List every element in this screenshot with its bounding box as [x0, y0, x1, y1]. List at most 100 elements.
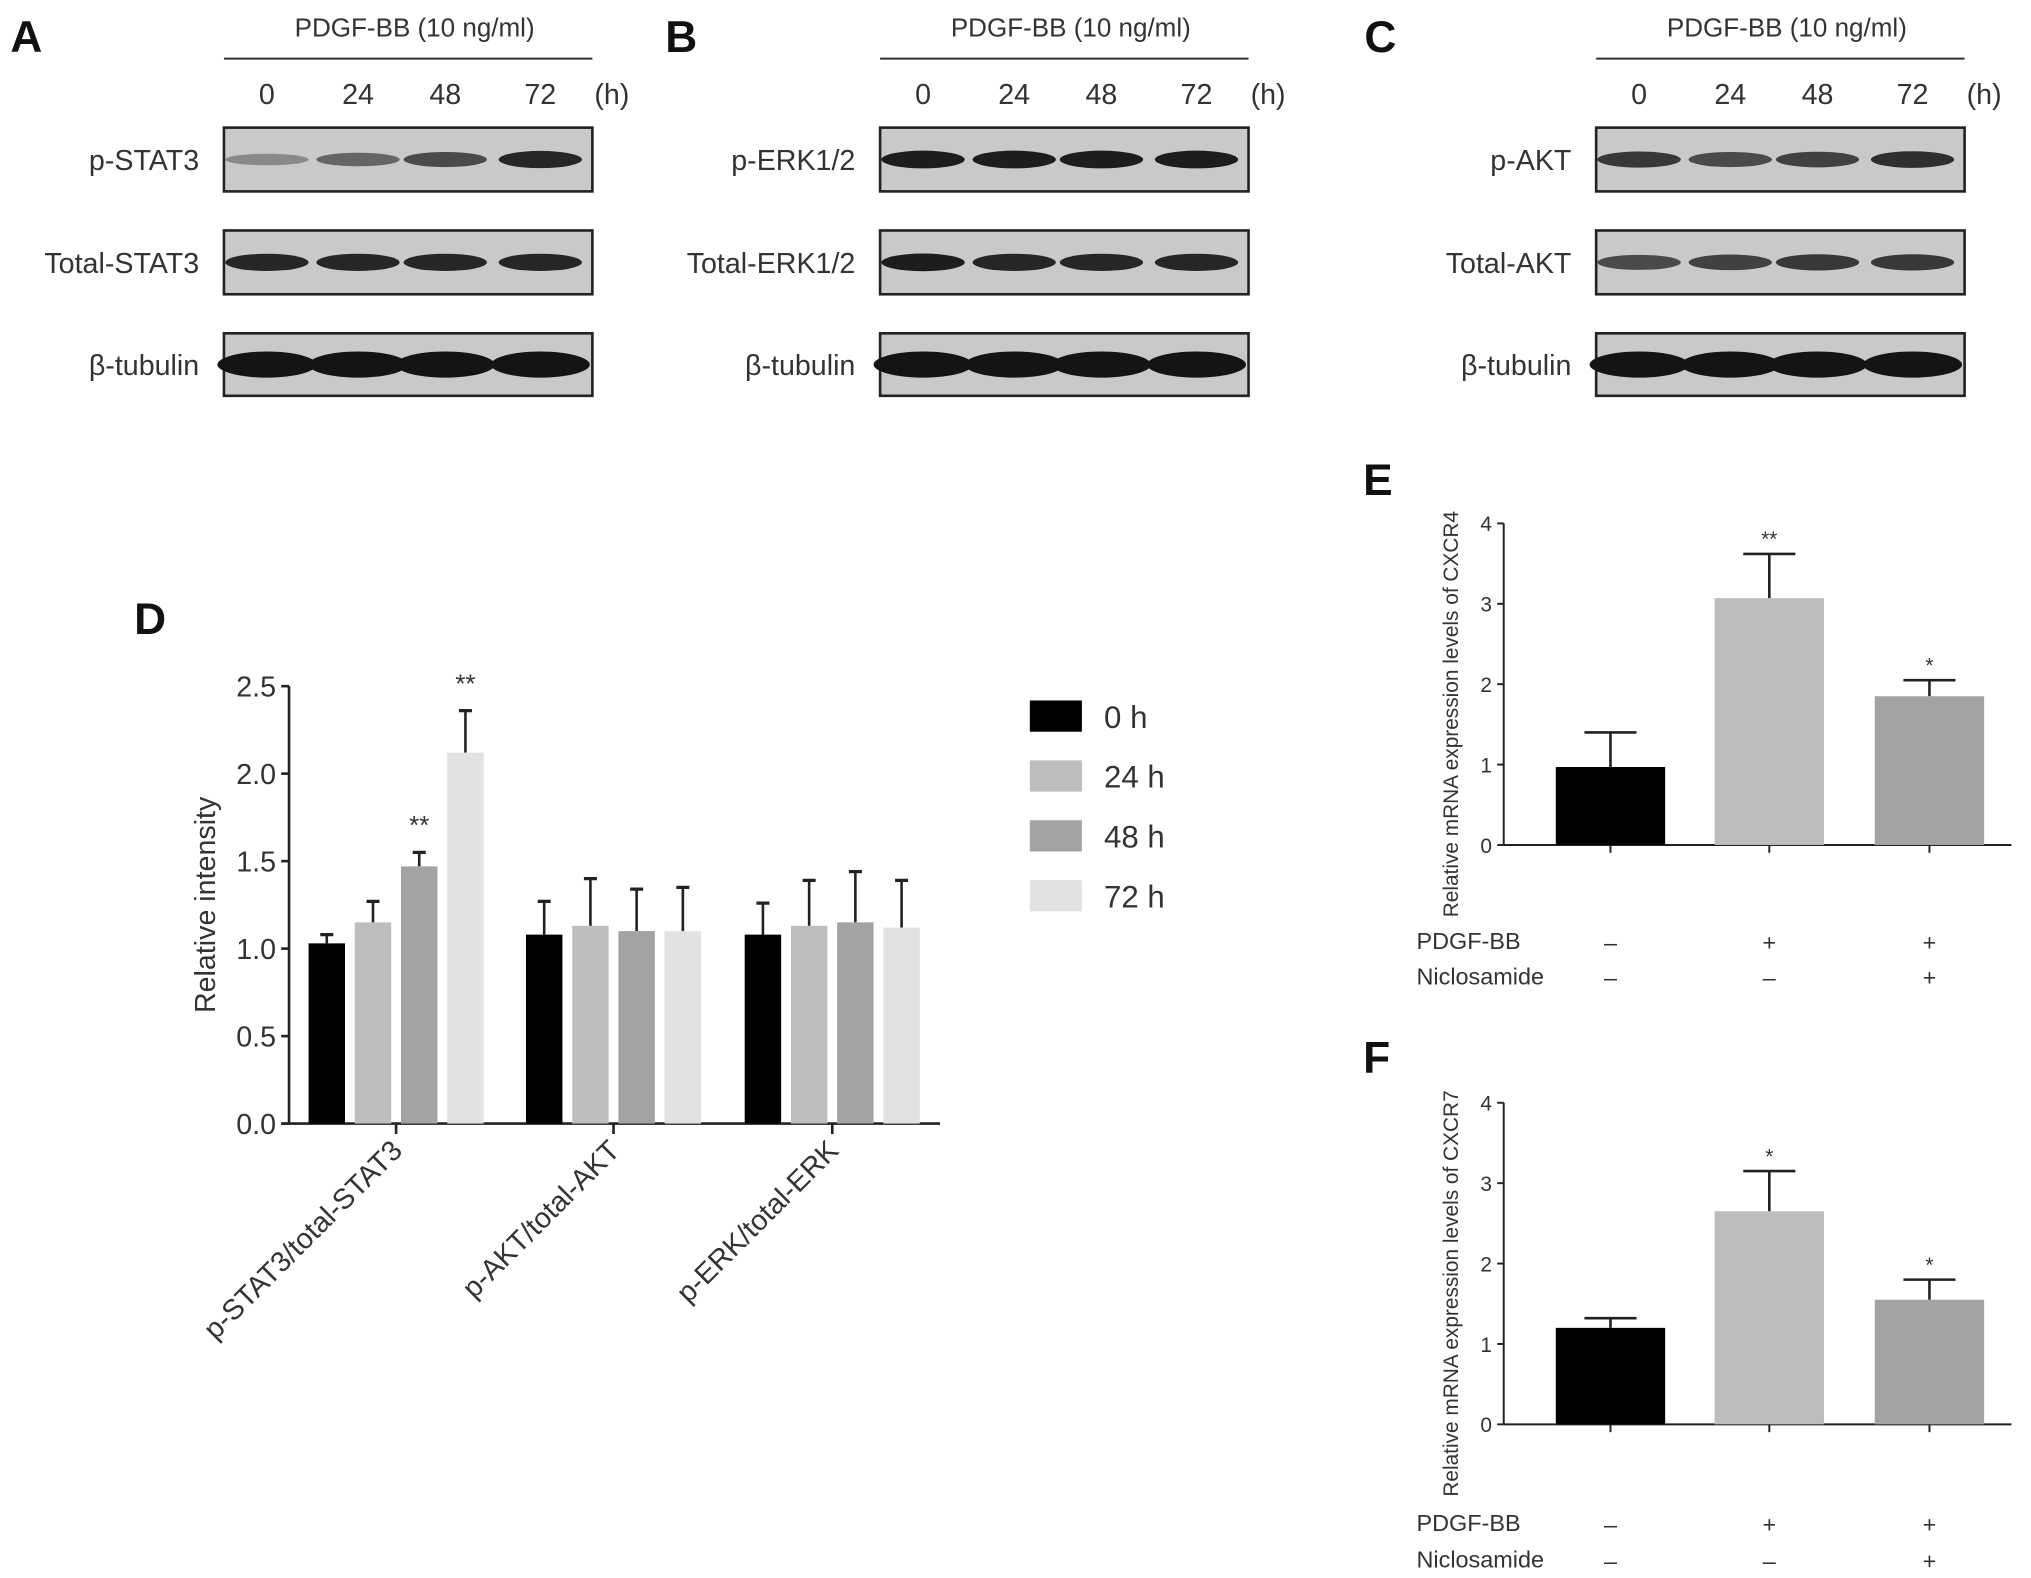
time-label: 24 — [998, 79, 1030, 111]
time-label: 48 — [1086, 79, 1118, 111]
condition-sign: + — [1923, 1548, 1937, 1574]
bar-48h-2 — [837, 922, 874, 1124]
panel-letter: E — [1363, 456, 1393, 505]
treatment-label: PDGF-BB (10 ng/ml) — [1667, 12, 1907, 42]
time-label: 72 — [1181, 79, 1213, 111]
legend-swatch — [1029, 760, 1082, 792]
condition-label: PDGF-BB — [1416, 1510, 1520, 1536]
blot-band — [1870, 151, 1955, 168]
blot-band — [1059, 150, 1144, 169]
condition-sign: – — [1604, 1548, 1618, 1574]
condition-sign: + — [1762, 1511, 1776, 1537]
blot-band — [1863, 351, 1962, 378]
condition-sign: – — [1763, 1548, 1777, 1574]
blot-band — [498, 253, 582, 271]
panel-letter: B — [665, 13, 697, 62]
legend-swatch — [1029, 700, 1082, 732]
condition-label: Niclosamide — [1416, 963, 1544, 989]
y-tick-label: 1 — [1480, 1334, 1492, 1357]
blot-row-label: p-AKT — [1490, 145, 1571, 177]
category-label: p-AKT/total-AKT — [456, 1135, 626, 1305]
treatment-label: PDGF-BB (10 ng/ml) — [295, 12, 535, 42]
blot-band — [1597, 151, 1681, 168]
category-label: p-ERK/total-ERK — [671, 1135, 845, 1309]
blot-band — [1154, 253, 1239, 271]
panel-letter: F — [1363, 1034, 1390, 1083]
condition-sign: – — [1604, 929, 1618, 955]
blot-band — [1680, 351, 1780, 378]
time-unit: (h) — [1251, 79, 1286, 111]
bar-24h-0 — [354, 922, 392, 1124]
blot-row-label: Total-STAT3 — [44, 248, 199, 280]
y-tick-label: 2.5 — [236, 672, 276, 704]
category-label: p-STAT3/total-STAT3 — [198, 1135, 409, 1346]
blot-band — [490, 351, 590, 378]
time-label: 0 — [915, 79, 931, 111]
y-tick-label: 2 — [1480, 674, 1492, 697]
significance-label: ** — [409, 810, 429, 840]
blot-band — [881, 253, 965, 272]
blot-row-label: p-STAT3 — [89, 145, 199, 177]
y-tick-label: 3 — [1480, 1173, 1492, 1196]
legend-swatch — [1029, 820, 1082, 852]
time-label: 0 — [1631, 79, 1647, 111]
legend-swatch — [1029, 880, 1082, 912]
bar-72h-1 — [664, 931, 702, 1124]
condition-sign: + — [1923, 929, 1937, 955]
y-tick-label: 2 — [1480, 1253, 1492, 1276]
y-tick-label: 3 — [1480, 594, 1492, 617]
significance-label: * — [1925, 1254, 1933, 1277]
blot-band — [217, 351, 317, 378]
panel-letter: C — [1364, 13, 1396, 62]
bar-72h-2 — [883, 927, 920, 1124]
blot-band — [316, 253, 400, 271]
significance-label: * — [1925, 654, 1933, 677]
blot-band — [403, 151, 487, 168]
blot-band — [1768, 351, 1867, 378]
y-tick-label: 0.0 — [236, 1109, 276, 1141]
bar-24h-1 — [572, 925, 609, 1124]
blot-row-label: β-tubulin — [745, 350, 855, 382]
bar-48h-1 — [618, 931, 655, 1124]
bar — [1874, 696, 1985, 845]
bar — [1714, 1211, 1824, 1425]
bar-0h-1 — [525, 934, 563, 1124]
blot-row-label: β-tubulin — [89, 350, 199, 382]
condition-sign: + — [1923, 965, 1937, 991]
blot-band — [1775, 254, 1860, 271]
y-tick-label: 4 — [1480, 513, 1492, 536]
time-label: 72 — [1897, 79, 1929, 111]
time-label: 72 — [524, 79, 556, 111]
time-label: 48 — [429, 79, 461, 111]
time-unit: (h) — [1967, 79, 2002, 111]
bar — [1555, 767, 1666, 845]
bar — [1555, 1327, 1666, 1425]
y-tick-label: 1 — [1480, 754, 1492, 777]
y-axis-label: Relative intensity — [190, 796, 222, 1013]
legend-label: 72 h — [1104, 879, 1165, 914]
blot-band — [873, 351, 973, 378]
y-axis-label: Relative mRNA expression levels of CXCR4 — [1440, 511, 1463, 917]
blot-row-label: p-ERK1/2 — [731, 145, 855, 177]
bar — [1874, 1299, 1985, 1425]
blot-band — [403, 253, 487, 271]
blot-row-label: Total-AKT — [1446, 248, 1572, 280]
blot-band — [1589, 351, 1689, 378]
blot-band — [316, 152, 400, 167]
blot-band — [1154, 150, 1239, 169]
blot-band — [1051, 351, 1151, 378]
condition-sign: – — [1604, 965, 1618, 991]
blot-band — [1775, 151, 1860, 168]
bar-24h-2 — [790, 925, 828, 1124]
significance-label: ** — [455, 668, 475, 698]
bar — [1714, 598, 1824, 845]
blot-band — [395, 351, 495, 378]
legend-label: 24 h — [1104, 760, 1165, 795]
blot-band — [1146, 351, 1246, 378]
bar-0h-0 — [308, 943, 346, 1124]
bar-72h-0 — [447, 752, 484, 1124]
panel-letter: A — [10, 13, 42, 62]
time-label: 24 — [342, 79, 374, 111]
blot-band — [225, 253, 309, 271]
